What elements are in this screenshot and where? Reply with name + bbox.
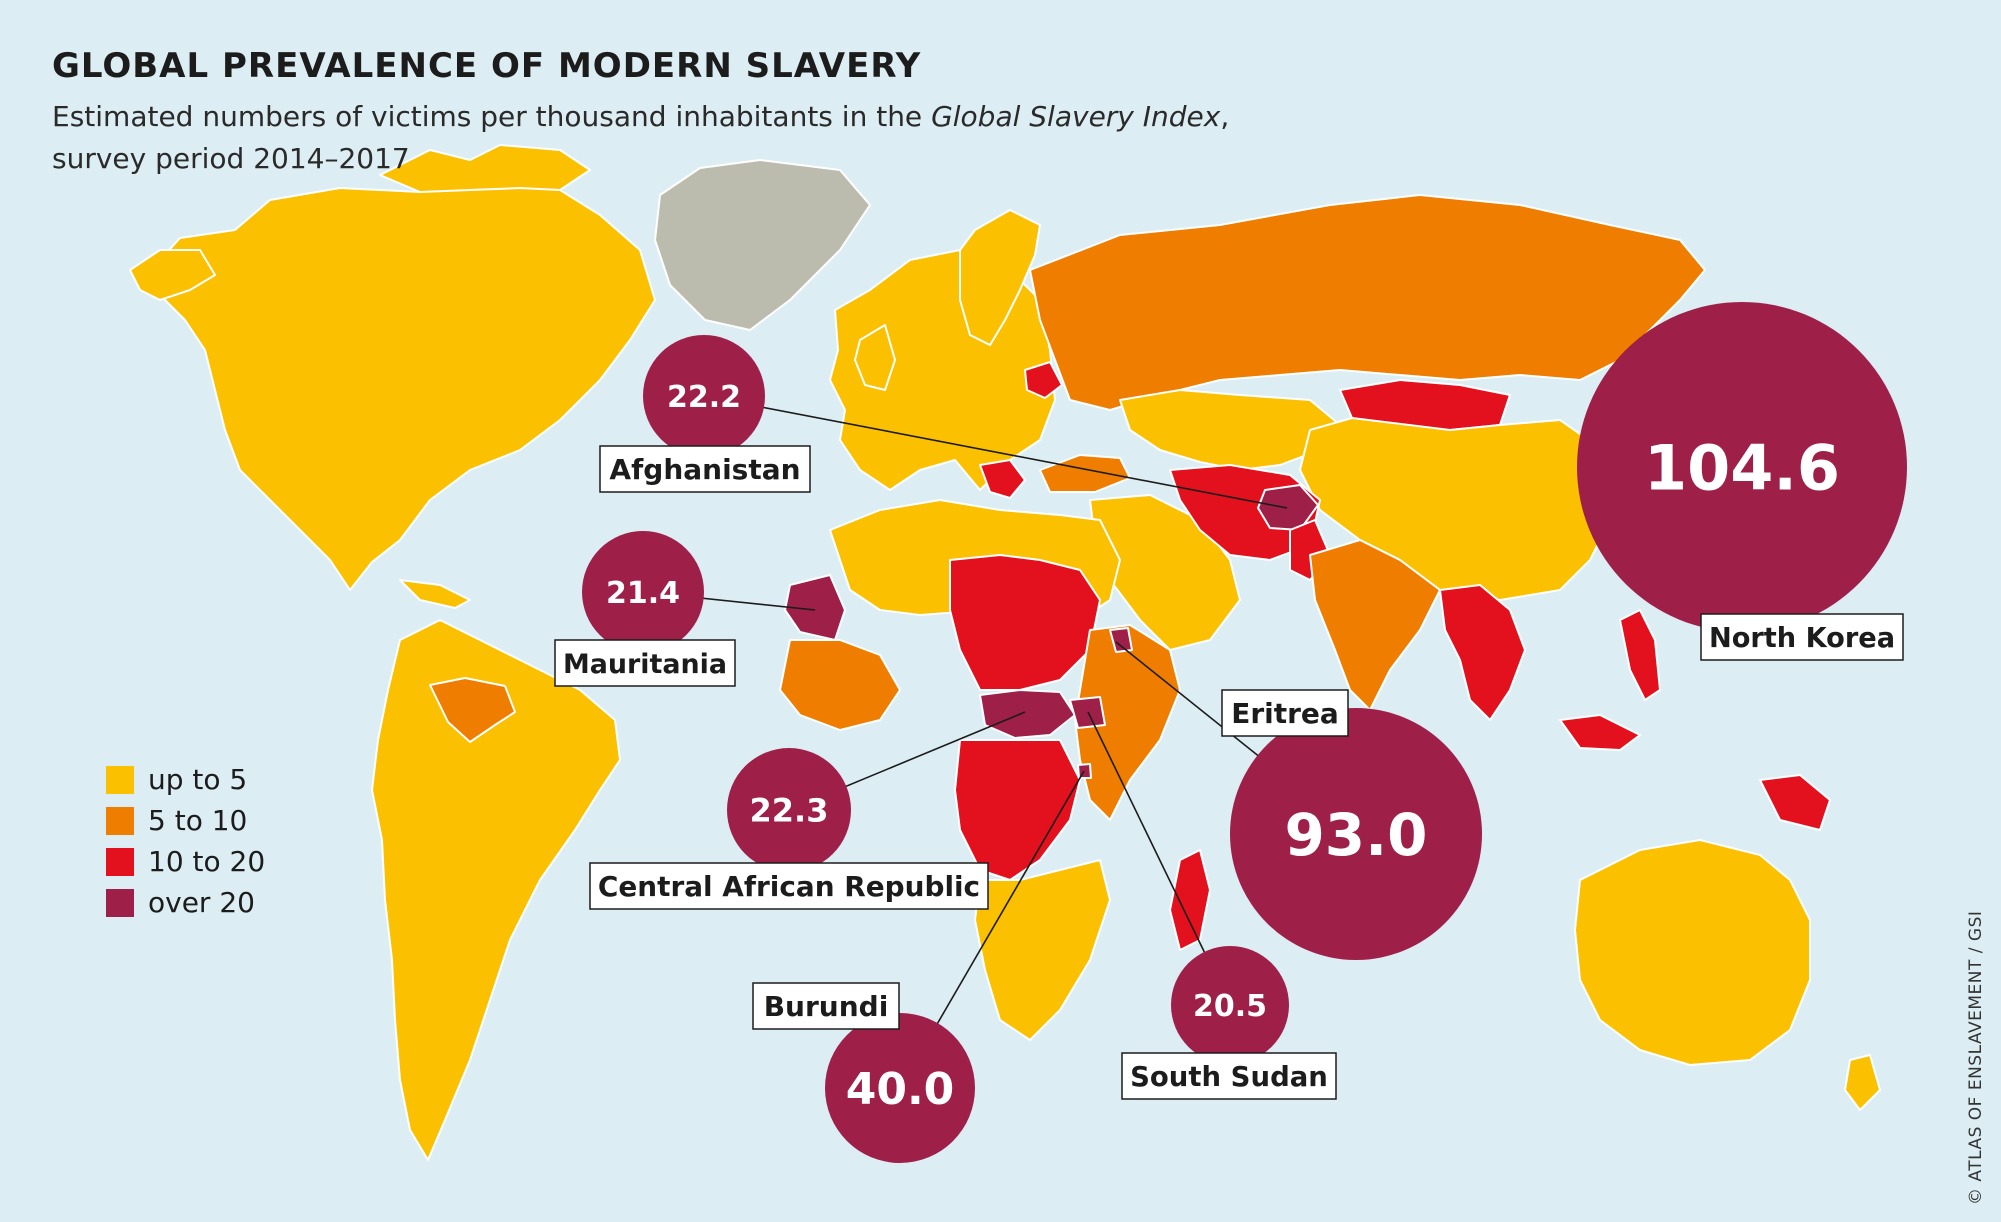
label-box-burundi bbox=[752, 982, 900, 1030]
central-asia-region bbox=[1119, 389, 1341, 471]
caribbean-region bbox=[399, 579, 471, 609]
leader-line-afghanistan bbox=[703, 395, 1288, 509]
bubble-value-mauritania: 21.4 bbox=[606, 576, 680, 611]
legend-swatch bbox=[106, 766, 134, 794]
subtitle-comma: , bbox=[1220, 100, 1230, 133]
bubble-value-eritrea: 93.0 bbox=[1284, 801, 1427, 869]
eritrea-region bbox=[1109, 627, 1133, 653]
label-afghanistan: Afghanistan bbox=[609, 453, 800, 486]
bubble-central-african-republic bbox=[727, 748, 851, 872]
land-layer bbox=[129, 144, 1881, 1161]
subtitle-period: survey period 2014–2017 bbox=[52, 142, 410, 175]
country-labels: North Korea Eritrea Burundi Central African… bbox=[554, 445, 1904, 1100]
balkans-region bbox=[979, 459, 1026, 499]
subtitle-text: Estimated numbers of victims per thousan… bbox=[52, 100, 932, 133]
uk-region bbox=[854, 324, 896, 391]
north-america-region bbox=[159, 167, 656, 591]
label-box-south-sudan bbox=[1121, 1052, 1337, 1100]
southern-africa-region bbox=[974, 859, 1111, 1041]
russia-region bbox=[1029, 194, 1706, 411]
label-eritrea: Eritrea bbox=[1231, 697, 1339, 730]
label-box-north-korea bbox=[1700, 613, 1904, 661]
label-central-african-republic: Central African Republic bbox=[598, 870, 980, 903]
legend-label: 5 to 10 bbox=[148, 804, 248, 837]
label-box-mauritania bbox=[554, 639, 736, 687]
central-africa-south-region bbox=[954, 739, 1081, 881]
india-region bbox=[1309, 539, 1441, 711]
arctic-islands-region bbox=[379, 144, 591, 193]
greenland-no-data bbox=[654, 159, 871, 331]
bubble-afghanistan bbox=[643, 335, 765, 457]
new-zealand-region bbox=[1844, 1054, 1881, 1111]
label-north-korea: North Korea bbox=[1709, 623, 1895, 654]
south-america-region bbox=[371, 619, 621, 1161]
turkey-region bbox=[1039, 454, 1131, 493]
legend-label: over 20 bbox=[148, 886, 255, 919]
sahel-region bbox=[949, 554, 1101, 691]
china-region bbox=[1299, 417, 1616, 601]
label-box-eritrea bbox=[1221, 689, 1349, 737]
indonesia-region bbox=[1559, 714, 1641, 751]
value-bubbles: 104.6 93.0 40.0 22.3 22.2 21.4 20.5 bbox=[582, 302, 1907, 1163]
legend-swatch bbox=[106, 807, 134, 835]
label-burundi: Burundi bbox=[764, 990, 889, 1023]
page-title: GLOBAL PREVALENCE OF MODERN SLAVERY bbox=[52, 46, 922, 86]
bubble-mauritania bbox=[582, 531, 704, 653]
subtitle-index-name: Global Slavery Index bbox=[931, 100, 1221, 133]
subtitle: Estimated numbers of victims per thousan… bbox=[52, 96, 1352, 180]
alaska-region bbox=[129, 249, 216, 301]
bubble-burundi bbox=[825, 1013, 975, 1163]
label-mauritania: Mauritania bbox=[563, 649, 727, 680]
east-africa-region bbox=[1074, 624, 1181, 821]
legend-label: 10 to 20 bbox=[148, 845, 266, 878]
bubble-value-central-african-republic: 22.3 bbox=[750, 792, 829, 830]
label-south-sudan: South Sudan bbox=[1130, 1061, 1328, 1093]
madagascar-region bbox=[1169, 849, 1211, 951]
label-box-central-african-republic bbox=[589, 862, 989, 910]
central-african-republic-region bbox=[979, 689, 1076, 739]
venezuela-region bbox=[429, 677, 516, 743]
bubble-north-korea bbox=[1577, 302, 1907, 632]
legend-swatch bbox=[106, 889, 134, 917]
bubble-value-afghanistan: 22.2 bbox=[667, 380, 741, 415]
belarus-region bbox=[1024, 361, 1063, 399]
scandinavia-region bbox=[959, 209, 1041, 346]
legend-label: up to 5 bbox=[148, 763, 248, 796]
source-credit: © ATLAS OF ENSLAVEMENT / GSI bbox=[1966, 910, 1986, 1205]
bubble-value-south-sudan: 20.5 bbox=[1193, 989, 1267, 1024]
label-box-afghanistan bbox=[599, 445, 811, 493]
bubble-value-north-korea: 104.6 bbox=[1644, 431, 1840, 504]
australia-region bbox=[1574, 839, 1811, 1066]
bubble-value-burundi: 40.0 bbox=[846, 1064, 955, 1115]
southeast-asia-region bbox=[1439, 584, 1526, 721]
bubble-eritrea bbox=[1230, 708, 1482, 960]
philippines-region bbox=[1619, 609, 1661, 701]
legend-swatch bbox=[106, 848, 134, 876]
papua-region bbox=[1759, 774, 1831, 831]
west-africa-region bbox=[779, 639, 901, 731]
burundi-region bbox=[1077, 763, 1092, 779]
bubble-south-sudan bbox=[1171, 946, 1289, 1064]
